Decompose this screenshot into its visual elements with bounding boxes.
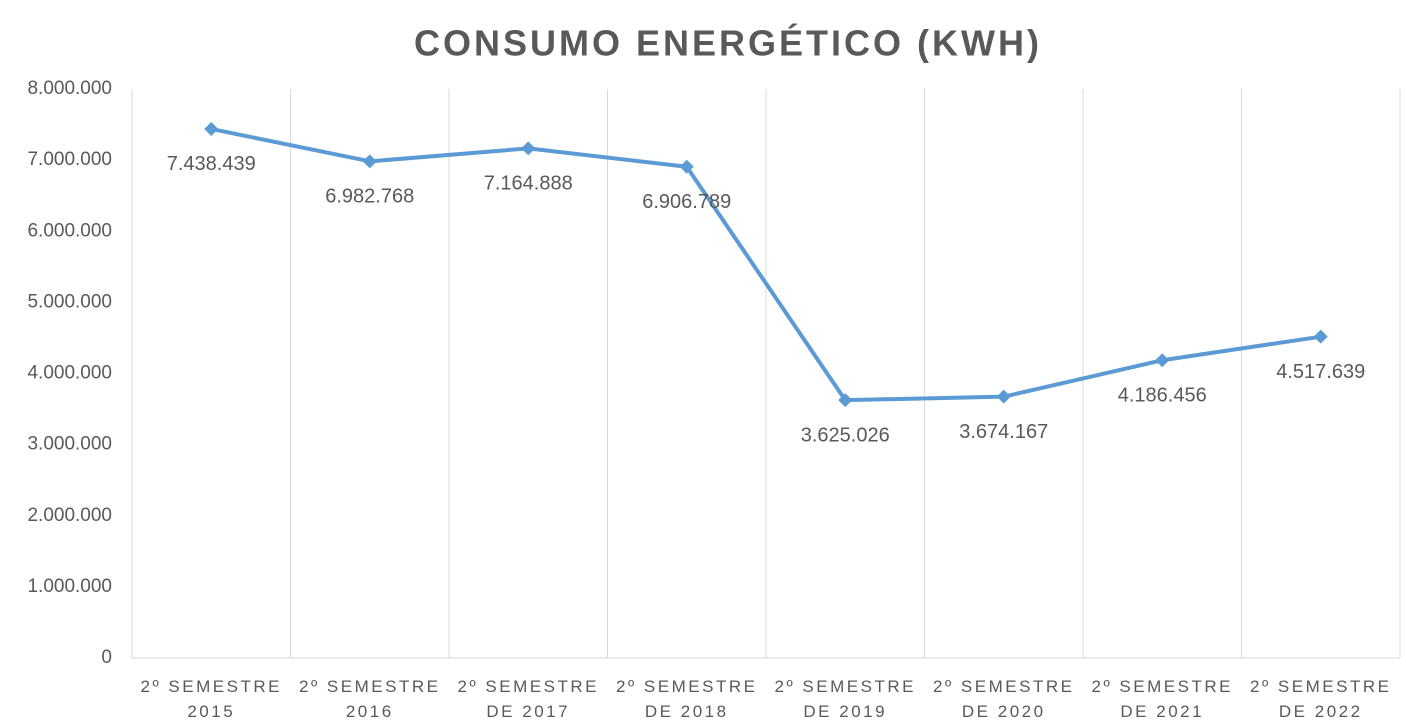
- data-label: 6.906.789: [642, 191, 731, 213]
- y-tick-label: 3.000.000: [27, 434, 112, 455]
- data-label: 7.438.439: [167, 153, 256, 175]
- data-point: [1313, 329, 1328, 344]
- y-tick-label: 5.000.000: [27, 291, 112, 312]
- data-label: 6.982.768: [325, 186, 414, 208]
- x-tick-label: 2º SEMESTRE DE 2021: [1092, 677, 1233, 721]
- y-tick-label: 2.000.000: [27, 505, 112, 526]
- y-tick-label: 8.000.000: [27, 78, 112, 99]
- data-line: [210, 126, 1322, 403]
- x-tick-label: 2º SEMESTRE 2015: [141, 677, 282, 721]
- data-label: 3.625.026: [801, 424, 890, 446]
- data-point: [362, 154, 377, 169]
- data-point: [1155, 353, 1170, 368]
- data-point: [996, 389, 1011, 404]
- x-tick-label: 2º SEMESTRE 2016: [299, 677, 440, 721]
- x-tick-label: 2º SEMESTRE DE 2018: [616, 677, 757, 721]
- y-tick-label: 7.000.000: [27, 149, 112, 170]
- data-label: 3.674.167: [959, 421, 1048, 443]
- data-point: [521, 141, 536, 156]
- y-tick-label: 4.000.000: [27, 363, 112, 384]
- data-label: 4.186.456: [1118, 385, 1207, 407]
- data-label: 7.164.888: [484, 173, 573, 195]
- data-point: [679, 159, 694, 174]
- data-point: [204, 121, 219, 136]
- x-tick-label: 2º SEMESTRE DE 2022: [1250, 677, 1391, 721]
- x-tick-label: 2º SEMESTRE DE 2020: [933, 677, 1074, 721]
- chart-title: CONSUMO ENERGÉTICO (KWH): [414, 23, 1042, 64]
- y-tick-label: 6.000.000: [27, 220, 112, 241]
- data-point: [838, 393, 853, 408]
- x-tick-label: 2º SEMESTRE DE 2017: [458, 677, 599, 721]
- data-label: 4.517.639: [1276, 361, 1365, 383]
- y-tick-label: 1.000.000: [27, 576, 112, 597]
- y-tick-label: 0: [101, 647, 112, 668]
- x-tick-label: 2º SEMESTRE DE 2019: [775, 677, 916, 721]
